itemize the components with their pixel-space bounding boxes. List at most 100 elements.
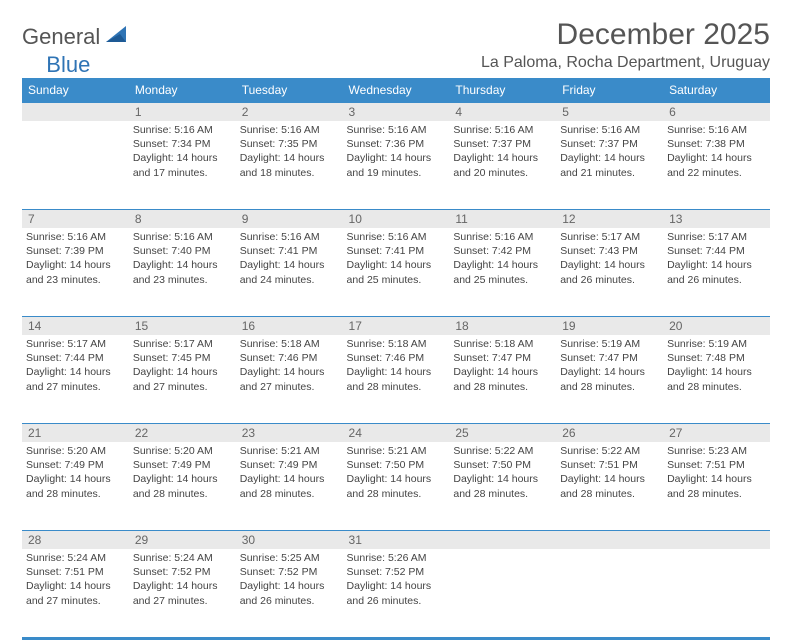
day-number: 11	[449, 210, 556, 228]
sunset-text: Sunset: 7:46 PM	[347, 351, 446, 365]
calendar-cell: 30Sunrise: 5:25 AMSunset: 7:52 PMDayligh…	[236, 531, 343, 639]
sunrise-text: Sunrise: 5:16 AM	[453, 230, 552, 244]
sunrise-text: Sunrise: 5:20 AM	[133, 444, 232, 458]
sunset-text: Sunset: 7:48 PM	[667, 351, 766, 365]
day-number: 20	[663, 317, 770, 335]
sunrise-text: Sunrise: 5:23 AM	[667, 444, 766, 458]
calendar-cell: 28Sunrise: 5:24 AMSunset: 7:51 PMDayligh…	[22, 531, 129, 639]
calendar-cell: 9Sunrise: 5:16 AMSunset: 7:41 PMDaylight…	[236, 210, 343, 317]
day-number: 23	[236, 424, 343, 442]
daylight-text: Daylight: 14 hours and 25 minutes.	[347, 258, 446, 286]
sunrise-text: Sunrise: 5:19 AM	[560, 337, 659, 351]
cell-body: Sunrise: 5:17 AMSunset: 7:44 PMDaylight:…	[663, 228, 770, 316]
daylight-text: Daylight: 14 hours and 28 minutes.	[453, 365, 552, 393]
dayhead-thu: Thursday	[449, 78, 556, 103]
day-number: 10	[343, 210, 450, 228]
daylight-text: Daylight: 14 hours and 23 minutes.	[133, 258, 232, 286]
sunrise-text: Sunrise: 5:16 AM	[453, 123, 552, 137]
day-number: 19	[556, 317, 663, 335]
calendar-cell: 10Sunrise: 5:16 AMSunset: 7:41 PMDayligh…	[343, 210, 450, 317]
sunset-text: Sunset: 7:39 PM	[26, 244, 125, 258]
sunrise-text: Sunrise: 5:17 AM	[667, 230, 766, 244]
sunset-text: Sunset: 7:36 PM	[347, 137, 446, 151]
calendar-cell: 17Sunrise: 5:18 AMSunset: 7:46 PMDayligh…	[343, 317, 450, 424]
calendar-row: 1Sunrise: 5:16 AMSunset: 7:34 PMDaylight…	[22, 103, 770, 210]
calendar-cell: 18Sunrise: 5:18 AMSunset: 7:47 PMDayligh…	[449, 317, 556, 424]
calendar-cell: 5Sunrise: 5:16 AMSunset: 7:37 PMDaylight…	[556, 103, 663, 210]
sunrise-text: Sunrise: 5:21 AM	[347, 444, 446, 458]
sunrise-text: Sunrise: 5:26 AM	[347, 551, 446, 565]
sunrise-text: Sunrise: 5:18 AM	[347, 337, 446, 351]
daylight-text: Daylight: 14 hours and 27 minutes.	[26, 365, 125, 393]
cell-body: Sunrise: 5:19 AMSunset: 7:47 PMDaylight:…	[556, 335, 663, 423]
cell-body: Sunrise: 5:18 AMSunset: 7:47 PMDaylight:…	[449, 335, 556, 423]
day-number: 28	[22, 531, 129, 549]
cell-body: Sunrise: 5:22 AMSunset: 7:51 PMDaylight:…	[556, 442, 663, 530]
calendar-cell	[22, 103, 129, 210]
calendar-row: 21Sunrise: 5:20 AMSunset: 7:49 PMDayligh…	[22, 424, 770, 531]
sail-icon	[104, 24, 128, 50]
sunset-text: Sunset: 7:52 PM	[347, 565, 446, 579]
sunrise-text: Sunrise: 5:16 AM	[133, 230, 232, 244]
sunrise-text: Sunrise: 5:20 AM	[26, 444, 125, 458]
day-number: 5	[556, 103, 663, 121]
calendar-cell: 6Sunrise: 5:16 AMSunset: 7:38 PMDaylight…	[663, 103, 770, 210]
cell-body: Sunrise: 5:22 AMSunset: 7:50 PMDaylight:…	[449, 442, 556, 530]
day-number: 24	[343, 424, 450, 442]
daylight-text: Daylight: 14 hours and 19 minutes.	[347, 151, 446, 179]
cell-body: Sunrise: 5:16 AMSunset: 7:40 PMDaylight:…	[129, 228, 236, 316]
day-header-row: Sunday Monday Tuesday Wednesday Thursday…	[22, 78, 770, 103]
daylight-text: Daylight: 14 hours and 27 minutes.	[26, 579, 125, 607]
day-number: 27	[663, 424, 770, 442]
title-block: December 2025 La Paloma, Rocha Departmen…	[481, 18, 770, 72]
daylight-text: Daylight: 14 hours and 26 minutes.	[347, 579, 446, 607]
sunrise-text: Sunrise: 5:16 AM	[667, 123, 766, 137]
cell-body: Sunrise: 5:16 AMSunset: 7:37 PMDaylight:…	[556, 121, 663, 209]
sunset-text: Sunset: 7:47 PM	[560, 351, 659, 365]
cell-body: Sunrise: 5:16 AMSunset: 7:38 PMDaylight:…	[663, 121, 770, 209]
daylight-text: Daylight: 14 hours and 28 minutes.	[453, 472, 552, 500]
cell-body: Sunrise: 5:16 AMSunset: 7:36 PMDaylight:…	[343, 121, 450, 209]
cell-body: Sunrise: 5:21 AMSunset: 7:49 PMDaylight:…	[236, 442, 343, 530]
sunset-text: Sunset: 7:46 PM	[240, 351, 339, 365]
daylight-text: Daylight: 14 hours and 28 minutes.	[560, 365, 659, 393]
cell-body: Sunrise: 5:18 AMSunset: 7:46 PMDaylight:…	[343, 335, 450, 423]
cell-body	[22, 121, 129, 209]
day-number: 26	[556, 424, 663, 442]
day-number: 1	[129, 103, 236, 121]
cell-body: Sunrise: 5:16 AMSunset: 7:37 PMDaylight:…	[449, 121, 556, 209]
day-number: 9	[236, 210, 343, 228]
day-number: 2	[236, 103, 343, 121]
sunrise-text: Sunrise: 5:16 AM	[240, 123, 339, 137]
dayhead-mon: Monday	[129, 78, 236, 103]
sunrise-text: Sunrise: 5:16 AM	[560, 123, 659, 137]
day-number: 31	[343, 531, 450, 549]
sunset-text: Sunset: 7:43 PM	[560, 244, 659, 258]
sunrise-text: Sunrise: 5:18 AM	[453, 337, 552, 351]
calendar-row: 7Sunrise: 5:16 AMSunset: 7:39 PMDaylight…	[22, 210, 770, 317]
cell-body	[449, 549, 556, 637]
calendar-row: 14Sunrise: 5:17 AMSunset: 7:44 PMDayligh…	[22, 317, 770, 424]
day-number: 16	[236, 317, 343, 335]
day-number	[663, 531, 770, 549]
daylight-text: Daylight: 14 hours and 28 minutes.	[26, 472, 125, 500]
cell-body: Sunrise: 5:16 AMSunset: 7:35 PMDaylight:…	[236, 121, 343, 209]
sunset-text: Sunset: 7:50 PM	[453, 458, 552, 472]
day-number: 3	[343, 103, 450, 121]
day-number	[22, 103, 129, 121]
sunrise-text: Sunrise: 5:16 AM	[133, 123, 232, 137]
daylight-text: Daylight: 14 hours and 27 minutes.	[133, 365, 232, 393]
day-number: 12	[556, 210, 663, 228]
day-number: 4	[449, 103, 556, 121]
cell-body: Sunrise: 5:24 AMSunset: 7:51 PMDaylight:…	[22, 549, 129, 637]
calendar-cell: 27Sunrise: 5:23 AMSunset: 7:51 PMDayligh…	[663, 424, 770, 531]
calendar-cell: 21Sunrise: 5:20 AMSunset: 7:49 PMDayligh…	[22, 424, 129, 531]
sunset-text: Sunset: 7:38 PM	[667, 137, 766, 151]
daylight-text: Daylight: 14 hours and 25 minutes.	[453, 258, 552, 286]
calendar-cell: 19Sunrise: 5:19 AMSunset: 7:47 PMDayligh…	[556, 317, 663, 424]
dayhead-wed: Wednesday	[343, 78, 450, 103]
daylight-text: Daylight: 14 hours and 26 minutes.	[667, 258, 766, 286]
sunrise-text: Sunrise: 5:24 AM	[133, 551, 232, 565]
calendar-cell: 2Sunrise: 5:16 AMSunset: 7:35 PMDaylight…	[236, 103, 343, 210]
sunset-text: Sunset: 7:37 PM	[560, 137, 659, 151]
